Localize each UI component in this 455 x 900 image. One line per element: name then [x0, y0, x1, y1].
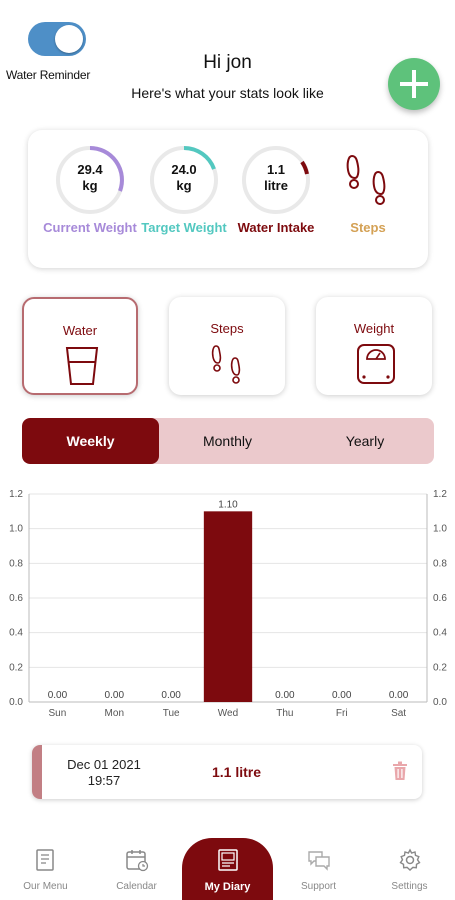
bar-value-label: 0.00 — [48, 690, 68, 701]
diary-icon — [218, 849, 238, 871]
x-tick-label: Thu — [276, 708, 293, 719]
category-weight[interactable]: Weight — [316, 297, 432, 395]
target-weight-label: Target Weight — [141, 220, 227, 235]
nav-my-diary-label: My Diary — [204, 881, 251, 893]
category-water-label: Water — [62, 323, 98, 338]
x-tick-label: Sat — [391, 708, 406, 719]
menu-book-icon — [36, 849, 54, 871]
x-tick-label: Tue — [163, 708, 180, 719]
bar-value-label: 1.10 — [218, 499, 238, 510]
bar-value-label: 0.00 — [332, 690, 352, 701]
nav-settings[interactable]: Settings — [364, 838, 455, 900]
category-steps-label: Steps — [210, 321, 244, 336]
nav-calendar-label: Calendar — [116, 881, 157, 892]
tab-monthly[interactable]: Monthly — [202, 433, 253, 449]
current-weight-ring — [56, 146, 124, 214]
bar-value-label: 0.00 — [275, 690, 295, 701]
y-tick-left: 1.2 — [9, 489, 23, 500]
x-tick-label: Wed — [218, 708, 238, 719]
x-tick-label: Fri — [336, 708, 348, 719]
bar-value-label: 0.00 — [161, 690, 181, 701]
entry-datetime: Dec 01 2021 19:57 — [54, 757, 154, 789]
y-tick-right: 1.2 — [433, 489, 447, 500]
y-tick-left: 0.2 — [9, 662, 23, 673]
y-tick-right: 0.8 — [433, 558, 447, 569]
toggle-knob — [55, 25, 83, 53]
y-tick-left: 0.8 — [9, 558, 23, 569]
nav-settings-label: Settings — [391, 881, 428, 892]
water-intake-value: 1.1 litre — [264, 162, 288, 193]
y-tick-left: 0.4 — [9, 628, 23, 639]
y-tick-right: 0.6 — [433, 593, 447, 604]
trash-icon[interactable] — [392, 761, 408, 781]
stat-target-weight: 24.0 kg Target Weight — [141, 144, 227, 264]
entry-accent-strip — [32, 745, 42, 799]
water-intake-ring — [242, 146, 310, 214]
gear-icon — [399, 848, 421, 871]
bar-wed — [203, 511, 253, 702]
glass-icon — [65, 347, 99, 385]
water-intake-label: Water Intake — [237, 220, 315, 235]
water-chart: 0.0 0.0 0.2 0.2 0.4 0.4 0.6 0.6 0.8 0.8 1.0 1.0 1.2 1… — [9, 489, 447, 719]
footprints-icon — [346, 154, 386, 205]
tab-weekly[interactable]: Weekly — [22, 418, 159, 464]
bottom-navigation: Our Menu Calendar My Diary Support Setti… — [0, 838, 455, 900]
footprints-icon — [211, 345, 241, 384]
y-tick-left: 0.6 — [9, 593, 23, 604]
category-steps[interactable]: Steps — [169, 297, 285, 395]
greeting-title: Hi jon — [203, 52, 252, 73]
nav-support-label: Support — [300, 881, 337, 892]
nav-our-menu-label: Our Menu — [23, 881, 68, 892]
x-tick-label: Mon — [105, 708, 124, 719]
water-reminder-toggle[interactable] — [28, 22, 86, 56]
target-weight-value: 24.0 kg — [171, 162, 197, 193]
y-tick-right: 0.4 — [433, 628, 447, 639]
entry-date: Dec 01 2021 — [67, 757, 141, 772]
nav-our-menu[interactable]: Our Menu — [0, 838, 91, 900]
stat-steps: Steps — [328, 144, 408, 264]
stat-water-intake: 1.1 litre Water Intake — [236, 144, 316, 264]
nav-support[interactable]: Support — [273, 838, 364, 900]
greeting-subtitle: Here's what your stats look like — [131, 85, 324, 101]
period-selector: Weekly Monthly Yearly — [22, 418, 434, 464]
nav-calendar[interactable]: Calendar — [91, 838, 182, 900]
calendar-icon — [126, 850, 149, 872]
y-tick-right: 1.0 — [433, 524, 447, 535]
entry-value: 1.1 litre — [212, 764, 262, 780]
current-weight-value: 29.4 kg — [77, 162, 103, 193]
x-tick-label: Sun — [49, 708, 67, 719]
y-tick-right: 0.2 — [433, 662, 447, 673]
nav-my-diary[interactable]: My Diary — [182, 838, 273, 900]
y-tick-left: 0.0 — [9, 697, 23, 708]
category-weight-label: Weight — [353, 321, 395, 336]
current-weight-label: Current Weight — [43, 220, 137, 235]
scale-icon — [357, 344, 395, 384]
bar-value-label: 0.00 — [389, 690, 409, 701]
y-tick-right: 0.0 — [433, 697, 447, 708]
tab-yearly[interactable]: Yearly — [345, 433, 385, 449]
entry-time: 19:57 — [87, 773, 121, 788]
water-reminder-label: Water Reminder — [6, 68, 91, 82]
target-weight-ring — [150, 146, 218, 214]
chat-icon — [308, 851, 330, 871]
category-water[interactable]: Water — [22, 297, 138, 395]
steps-label: Steps — [350, 220, 386, 235]
bar-value-label: 0.00 — [105, 690, 125, 701]
add-entry-button[interactable] — [388, 58, 440, 110]
stats-card: 29.4 kg Current Weight 24.0 kg Target Weig… — [28, 130, 428, 268]
stat-current-weight: 29.4 kg Current Weight — [43, 144, 137, 264]
water-entry-row[interactable]: Dec 01 2021 19:57 1.1 litre — [32, 745, 422, 799]
plus-icon — [400, 70, 428, 98]
y-tick-left: 1.0 — [9, 524, 23, 535]
